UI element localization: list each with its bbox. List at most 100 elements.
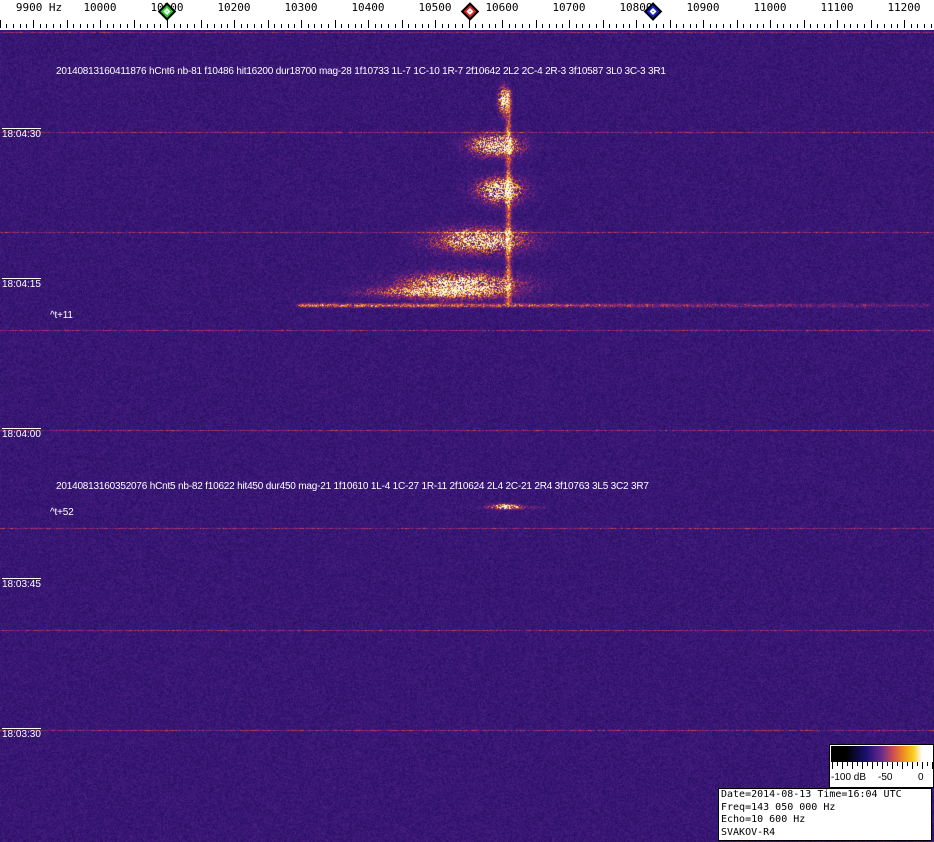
freq-tick — [837, 20, 838, 28]
scale-mid-label: -50 — [878, 772, 892, 783]
scale-tick — [932, 762, 933, 769]
freq-tick — [582, 24, 583, 28]
freq-tick — [321, 24, 322, 28]
freq-tick — [93, 24, 94, 28]
freq-tick — [629, 24, 630, 28]
scale-tick — [922, 762, 923, 769]
scale-tick — [912, 762, 913, 769]
freq-tick — [562, 24, 563, 28]
freq-tick — [368, 20, 369, 28]
freq-tick — [53, 24, 54, 28]
freq-tick — [455, 24, 456, 28]
freq-tick — [489, 24, 490, 28]
freq-tick — [241, 24, 242, 28]
scale-tick — [887, 762, 888, 766]
freq-tick — [107, 24, 108, 28]
freq-tick — [26, 24, 27, 28]
freq-tick — [542, 24, 543, 28]
freq-tick — [790, 24, 791, 28]
time-tick-label: 18:03:30 — [2, 728, 41, 740]
freq-tick — [180, 24, 181, 28]
scale-tick — [877, 762, 878, 766]
scale-tick — [917, 762, 918, 766]
freq-tick — [214, 24, 215, 28]
freq-tick — [375, 24, 376, 28]
freq-tick — [274, 24, 275, 28]
freq-tick — [750, 24, 751, 28]
freq-tick — [495, 24, 496, 28]
freq-tick — [0, 20, 1, 28]
freq-tick — [187, 24, 188, 28]
freq-tick — [529, 24, 530, 28]
freq-tick — [6, 24, 7, 28]
freq-tick-label: 11000 — [753, 1, 786, 14]
freq-tick — [509, 24, 510, 28]
color-gradient — [831, 746, 932, 762]
freq-tick — [609, 24, 610, 28]
freq-tick — [328, 24, 329, 28]
detection-offset-2: ^t+52 — [50, 507, 73, 518]
freq-tick — [335, 20, 336, 28]
freq-tick — [515, 24, 516, 28]
freq-tick — [308, 24, 309, 28]
freq-tick — [402, 20, 403, 28]
freq-tick — [381, 24, 382, 28]
scale-tick — [902, 762, 903, 769]
info-echo: Echo=10 600 Hz — [721, 814, 931, 827]
freq-tick — [475, 24, 476, 28]
freq-tick — [388, 24, 389, 28]
freq-tick — [314, 24, 315, 28]
freq-tick-label: 10000 — [83, 1, 116, 14]
freq-tick-label: 9900 Hz — [16, 1, 62, 14]
freq-tick — [160, 24, 161, 28]
freq-tick — [80, 24, 81, 28]
freq-tick — [254, 24, 255, 28]
freq-tick — [201, 20, 202, 28]
freq-tick — [569, 20, 570, 28]
freq-tick — [140, 24, 141, 28]
freq-tick — [288, 24, 289, 28]
info-frequency: Freq=143 050 000 Hz — [721, 802, 931, 815]
freq-tick — [797, 24, 798, 28]
freq-tick — [850, 24, 851, 28]
freq-tick — [33, 20, 34, 28]
freq-tick — [931, 24, 932, 28]
freq-tick — [268, 20, 269, 28]
freq-tick — [649, 24, 650, 28]
freq-tick — [830, 24, 831, 28]
freq-tick — [777, 24, 778, 28]
freq-tick-label: 10500 — [418, 1, 451, 14]
freq-tick — [877, 24, 878, 28]
freq-tick — [730, 24, 731, 28]
freq-tick — [281, 24, 282, 28]
freq-tick — [663, 24, 664, 28]
freq-tick — [207, 24, 208, 28]
freq-tick — [891, 24, 892, 28]
freq-tick — [469, 20, 470, 28]
scale-tick — [892, 762, 893, 769]
time-tick-label: 18:04:15 — [2, 278, 41, 290]
freq-tick — [13, 24, 14, 28]
freq-tick — [415, 24, 416, 28]
freq-tick — [696, 24, 697, 28]
freq-tick — [294, 24, 295, 28]
freq-tick — [20, 24, 21, 28]
frequency-marker-icon[interactable] — [461, 2, 479, 20]
freq-tick — [234, 20, 235, 28]
freq-tick — [408, 24, 409, 28]
freq-tick — [824, 24, 825, 28]
freq-tick — [670, 20, 671, 28]
freq-tick — [154, 24, 155, 28]
freq-tick — [348, 24, 349, 28]
freq-tick — [683, 24, 684, 28]
waterfall-spectrogram — [0, 30, 934, 842]
freq-tick — [656, 24, 657, 28]
freq-tick — [757, 24, 758, 28]
freq-tick — [871, 20, 872, 28]
freq-tick — [616, 24, 617, 28]
freq-tick — [261, 24, 262, 28]
freq-tick — [623, 24, 624, 28]
scale-tick — [857, 762, 858, 766]
detection-label-2: 20140813160352076 hCnt5 nb-82 f10622 hit… — [56, 481, 649, 492]
scale-tick — [862, 762, 863, 769]
